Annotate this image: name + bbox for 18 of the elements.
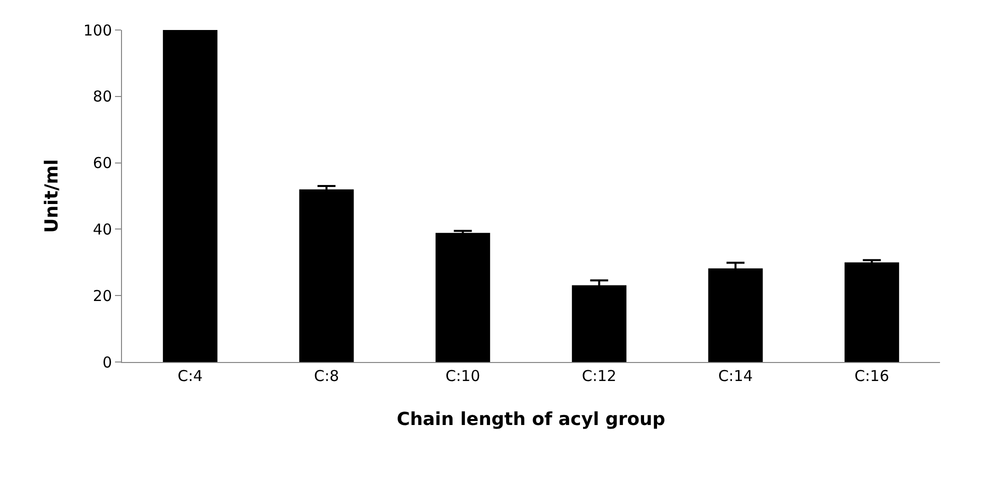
y-tick-label: 100 bbox=[83, 21, 112, 40]
y-tick-label: 40 bbox=[92, 220, 112, 238]
bar bbox=[299, 189, 354, 362]
y-axis-title: Unit/ml bbox=[42, 159, 63, 233]
bar bbox=[436, 232, 490, 362]
y-tick-label: 80 bbox=[92, 88, 112, 106]
y-tick-label: 60 bbox=[92, 154, 112, 172]
x-tick-label: C:12 bbox=[582, 367, 616, 385]
bar bbox=[844, 262, 900, 362]
x-tick-label: C:8 bbox=[314, 367, 340, 385]
y-tick-label: 0 bbox=[102, 353, 112, 372]
x-tick-label: C:16 bbox=[854, 367, 890, 385]
x-tick-label: C:14 bbox=[718, 367, 753, 385]
bar bbox=[162, 30, 218, 362]
y-tick-label: 20 bbox=[92, 286, 112, 305]
x-tick-label: C:4 bbox=[178, 367, 203, 385]
x-tick-label: C:10 bbox=[446, 367, 480, 385]
x-axis-title: Chain length of acyl group bbox=[396, 409, 666, 430]
